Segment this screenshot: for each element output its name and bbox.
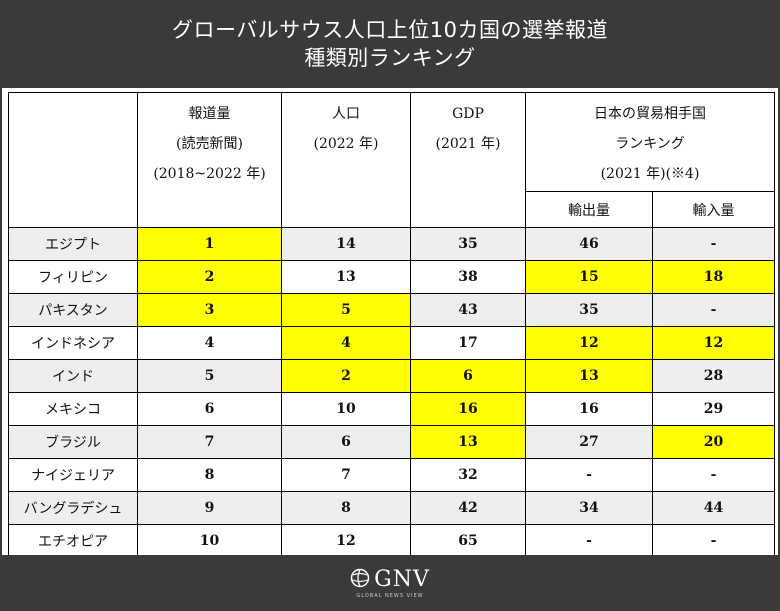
exports-cell: 15	[525, 260, 653, 294]
imports-cell: 28	[652, 359, 775, 393]
country-cell: ブラジル	[8, 425, 138, 459]
gdp-cell: 65	[410, 524, 526, 558]
gdp-cell: 16	[410, 392, 526, 426]
country-cell: インドネシア	[8, 326, 138, 360]
population-cell: 8	[281, 491, 411, 525]
gdp-cell: 17	[410, 326, 526, 360]
gdp-cell: 32	[410, 458, 526, 492]
imports-cell: -	[652, 524, 775, 558]
exports-cell: 13	[525, 359, 653, 393]
header-coverage: 報道量 (読売新聞) (2018~2022 年)	[137, 92, 282, 228]
table-row: ブラジル 7 6 13 27 20	[8, 425, 775, 459]
logo-subtext: GLOBAL NEWS VIEW	[356, 593, 424, 599]
page-footer: GNV GLOBAL NEWS VIEW	[0, 555, 780, 611]
country-cell: メキシコ	[8, 392, 138, 426]
coverage-cell: 3	[137, 293, 282, 327]
population-cell: 7	[281, 458, 411, 492]
table-row: バングラデシュ 9 8 42 34 44	[8, 491, 775, 525]
country-cell: ナイジェリア	[8, 458, 138, 492]
population-cell: 2	[281, 359, 411, 393]
gdp-cell: 38	[410, 260, 526, 294]
population-cell: 13	[281, 260, 411, 294]
imports-cell: -	[652, 227, 775, 261]
country-cell: フィリピン	[8, 260, 138, 294]
header-exports: 輸出量	[525, 191, 653, 228]
population-cell: 5	[281, 293, 411, 327]
gdp-cell: 6	[410, 359, 526, 393]
corner-cell	[8, 92, 138, 228]
table-row: エジプト 1 14 35 46 -	[8, 227, 775, 261]
exports-cell: 12	[525, 326, 653, 360]
country-cell: インド	[8, 359, 138, 393]
globe-icon	[350, 568, 370, 592]
imports-cell: -	[652, 293, 775, 327]
table-row: インド 5 2 6 13 28	[8, 359, 775, 393]
coverage-cell: 2	[137, 260, 282, 294]
ranking-table: 報道量 (読売新聞) (2018~2022 年) 人口 (2022 年) GDP…	[8, 91, 775, 558]
table-panel: 報道量 (読売新聞) (2018~2022 年) 人口 (2022 年) GDP…	[2, 88, 778, 558]
exports-cell: 34	[525, 491, 653, 525]
table-row: パキスタン 3 5 43 35 -	[8, 293, 775, 327]
coverage-cell: 8	[137, 458, 282, 492]
coverage-cell: 6	[137, 392, 282, 426]
coverage-cell: 5	[137, 359, 282, 393]
table-row: メキシコ 6 10 16 16 29	[8, 392, 775, 426]
exports-cell: 16	[525, 392, 653, 426]
country-cell: バングラデシュ	[8, 491, 138, 525]
gdp-cell: 42	[410, 491, 526, 525]
table-row: エチオピア 10 12 65 - -	[8, 524, 775, 558]
country-cell: パキスタン	[8, 293, 138, 327]
imports-cell: 18	[652, 260, 775, 294]
imports-cell: 29	[652, 392, 775, 426]
header-population: 人口 (2022 年)	[281, 92, 411, 228]
coverage-cell: 1	[137, 227, 282, 261]
country-cell: エチオピア	[8, 524, 138, 558]
population-cell: 10	[281, 392, 411, 426]
exports-cell: -	[525, 524, 653, 558]
page-title-line-2: 種類別ランキング	[304, 46, 476, 70]
logo-text: GNV	[374, 567, 430, 592]
gdp-cell: 43	[410, 293, 526, 327]
imports-cell: 44	[652, 491, 775, 525]
exports-cell: -	[525, 458, 653, 492]
population-cell: 6	[281, 425, 411, 459]
header-gdp: GDP (2021 年)	[410, 92, 526, 228]
page-title-line-1: グローバルサウス人口上位10カ国の選挙報道	[171, 18, 608, 42]
header-imports: 輸入量	[652, 191, 775, 228]
imports-cell: -	[652, 458, 775, 492]
coverage-cell: 10	[137, 524, 282, 558]
gdp-cell: 13	[410, 425, 526, 459]
population-cell: 12	[281, 524, 411, 558]
exports-cell: 35	[525, 293, 653, 327]
header-trade-ranking: 日本の貿易相手国 ランキング (2021 年)(※4)	[525, 91, 775, 193]
table-row: フィリピン 2 13 38 15 18	[8, 260, 775, 294]
coverage-cell: 7	[137, 425, 282, 459]
coverage-cell: 9	[137, 491, 282, 525]
gnv-logo: GNV GLOBAL NEWS VIEW	[350, 567, 430, 599]
exports-cell: 27	[525, 425, 653, 459]
population-cell: 14	[281, 227, 411, 261]
gdp-cell: 35	[410, 227, 526, 261]
country-cell: エジプト	[8, 227, 138, 261]
table-row: ナイジェリア 8 7 32 - -	[8, 458, 775, 492]
table-row: インドネシア 4 4 17 12 12	[8, 326, 775, 360]
population-cell: 4	[281, 326, 411, 360]
imports-cell: 20	[652, 425, 775, 459]
coverage-cell: 4	[137, 326, 282, 360]
exports-cell: 46	[525, 227, 653, 261]
imports-cell: 12	[652, 326, 775, 360]
page-header: グローバルサウス人口上位10カ国の選挙報道 種類別ランキング	[0, 0, 780, 88]
